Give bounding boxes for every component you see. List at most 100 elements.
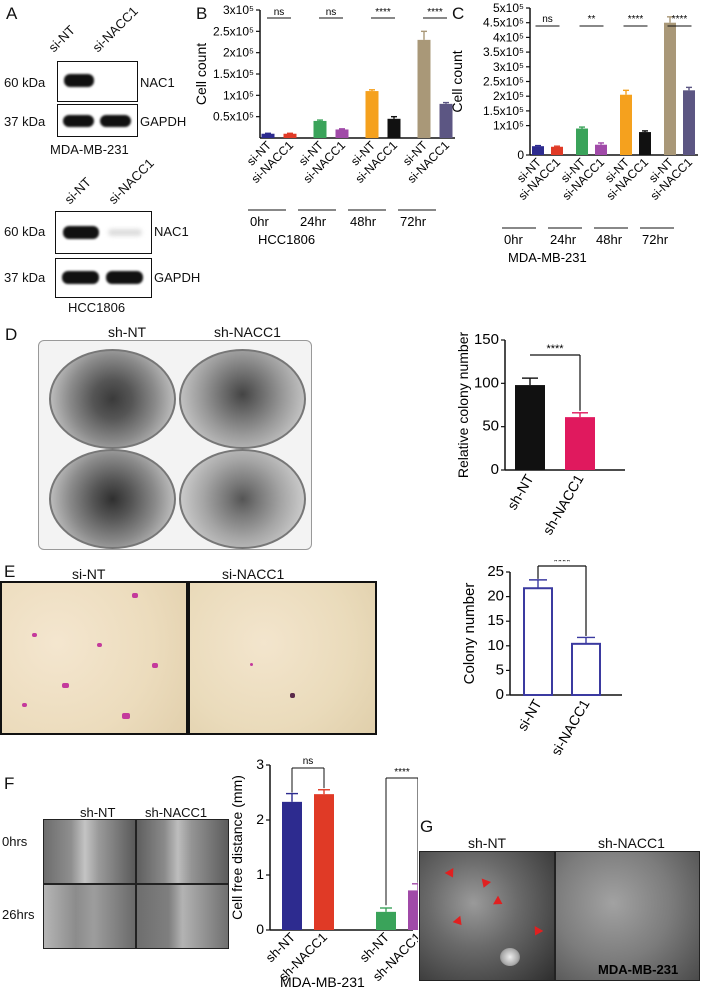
y-tick-label: 1.5x10⁵ — [483, 104, 524, 118]
cell-line-label: HCC1806 — [68, 300, 126, 315]
transwell-image-si-nacc1 — [188, 581, 377, 735]
significance-label: ns — [542, 14, 553, 25]
significance-label: **** — [672, 14, 688, 25]
y-tick-label: 0 — [496, 686, 504, 703]
bar — [335, 129, 349, 138]
y-tick-label: 3x10⁵ — [223, 3, 254, 17]
significance-label: ** — [588, 14, 596, 25]
significance-label: ns — [274, 7, 285, 18]
significance-label: **** — [394, 767, 410, 778]
cell-line-label: MDA-MB-231 — [50, 142, 129, 157]
significance-label: **** — [427, 7, 443, 18]
chart-b-cell-count-hcc1806: 0.5x10⁵ 1x10⁵ 1.5x10⁵ 2x10⁵ 2.5x10⁵ 3x10⁵ Cell… — [193, 3, 455, 247]
significance-label: **** — [546, 343, 564, 355]
bar — [551, 146, 563, 155]
wound-image — [43, 884, 136, 949]
spheroid-image-sh-nt — [419, 851, 555, 981]
significance-label: **** — [553, 560, 571, 568]
spheroid-image-sh-nacc1: MDA-MB-231 — [555, 851, 700, 981]
cell-line-label: MDA-MB-231 — [508, 250, 587, 265]
mw-marker: 60 kDa — [4, 224, 46, 239]
y-tick-label: 150 — [474, 331, 499, 348]
significance-label: **** — [375, 7, 391, 18]
photo-label: sh-NACC1 — [145, 805, 208, 820]
mw-marker: 60 kDa — [4, 75, 46, 90]
photo-label: sh-NT — [468, 835, 507, 851]
y-tick-label: 1 — [256, 866, 264, 882]
bar — [595, 144, 607, 155]
y-tick-label: 3.5x10⁵ — [483, 45, 524, 59]
group-label: 24hr — [550, 232, 577, 247]
group-label: 72hr — [400, 214, 427, 229]
panel-label-d: D — [5, 325, 18, 344]
blot-row-nac1 — [57, 61, 138, 102]
y-axis-label: Colony number — [461, 583, 478, 685]
colony-well — [179, 349, 306, 449]
panel-label-b: B — [196, 4, 208, 23]
panel-label-g: G — [420, 817, 434, 836]
blot-row-gapdh — [55, 258, 152, 298]
y-tick-label: 4x10⁵ — [493, 30, 524, 44]
blot-row-nac1 — [55, 211, 152, 254]
group-label: 24hr — [300, 214, 327, 229]
colony-well — [49, 349, 176, 449]
photo-label: si-NT — [72, 566, 106, 582]
significance-label: **** — [628, 14, 644, 25]
y-tick-label: 0.5x10⁵ — [213, 110, 254, 124]
y-tick-label: 2.5x10⁵ — [213, 24, 254, 38]
group-label: 48hr — [596, 232, 623, 247]
bar — [532, 146, 544, 155]
category-label: sh-NT — [504, 471, 537, 512]
cell-line-label: MDA-MB-231 — [598, 962, 679, 977]
protein-label: GAPDH — [140, 114, 187, 129]
category-label: si-NACC1 — [548, 696, 593, 755]
group-label: 72hr — [642, 232, 669, 247]
panel-label-c: C — [452, 4, 465, 23]
bar — [565, 417, 595, 470]
wound-image — [136, 819, 229, 884]
transwell-image-si-nt — [0, 581, 188, 735]
bar — [515, 385, 545, 470]
bar — [408, 890, 418, 930]
y-tick-label: 2x10⁵ — [493, 89, 524, 103]
group-label: 48hr — [350, 214, 377, 229]
y-tick-label: 1x10⁵ — [493, 119, 524, 133]
y-tick-label: 2 — [256, 811, 264, 827]
significance-label: ns — [326, 7, 337, 18]
panel-label-a: A — [6, 4, 18, 23]
bar — [365, 91, 379, 138]
row-label: 0hrs — [2, 834, 28, 849]
photo-label: sh-NT — [108, 324, 147, 340]
bar — [639, 132, 651, 155]
bar — [417, 39, 431, 138]
bar — [620, 94, 632, 155]
protein-label: GAPDH — [154, 270, 201, 285]
y-axis-label: Cell free distance (mm) — [229, 775, 245, 920]
blot-lane-label: si-NACC1 — [89, 3, 141, 55]
bar — [683, 90, 695, 155]
colony-well — [179, 449, 306, 549]
photo-label: si-NACC1 — [222, 566, 285, 582]
row-label: 26hrs — [2, 907, 35, 922]
protein-label: NAC1 — [154, 224, 189, 239]
y-tick-label: 3 — [256, 756, 264, 772]
bar — [283, 133, 297, 138]
protein-label: NAC1 — [140, 75, 175, 90]
y-tick-label: 15 — [487, 612, 504, 629]
y-tick-label: 20 — [487, 588, 504, 605]
bar — [571, 642, 601, 696]
wound-image — [43, 819, 136, 884]
cell-line-label: HCC1806 — [258, 232, 315, 247]
mw-marker: 37 kDa — [4, 270, 46, 285]
y-axis-label: Relative colony number — [455, 332, 471, 479]
panel-label-e: E — [4, 562, 16, 581]
panel-label-f: F — [4, 774, 15, 793]
bar — [313, 120, 327, 138]
y-tick-label: 100 — [474, 374, 499, 391]
blot-lane-label: si-NT — [45, 22, 78, 56]
y-tick-label: 10 — [487, 637, 504, 654]
y-tick-label: 1x10⁵ — [223, 88, 254, 102]
bar — [387, 118, 401, 138]
